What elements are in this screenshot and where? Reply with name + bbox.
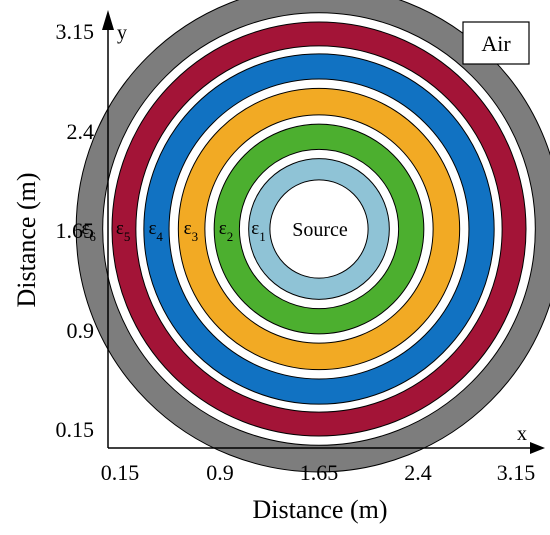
eps-label-3: ε3 [184,218,198,244]
source-label: Source [292,219,348,241]
x-tick-label: 0.9 [206,460,234,485]
permittivity-labels: ε1 ε2 ε3 ε4 ε5 ε6 [81,218,265,244]
y-tick-label: 1.65 [56,218,95,243]
x-axis-arrowhead [530,442,545,454]
rings-layer [75,0,550,473]
y-ticks: 3.15 2.4 1.65 0.9 0.15 [56,19,95,442]
ring-eps-3 [177,87,461,371]
ring-eps-5 [111,21,527,437]
y-tick-label: 2.4 [67,119,95,144]
x-axis-letter: x [517,423,527,445]
ring-eps-2 [213,123,425,335]
eps-label-2: ε2 [219,218,233,244]
ring-eps-1 [248,158,390,300]
medium-label: Air [481,31,511,56]
axes: y x [102,10,545,454]
x-tick-label: 1.65 [300,460,339,485]
y-axis-letter: y [117,22,127,44]
medium-legend-frame [462,21,530,65]
y-axis-arrowhead [102,10,114,30]
x-tick-label: 3.15 [497,460,536,485]
x-tick-label: 2.4 [404,460,432,485]
eps-label-4: ε4 [148,218,163,244]
y-tick-label: 3.15 [56,19,95,44]
ring-eps-4 [143,53,495,405]
x-ticks: 0.15 0.9 1.65 2.4 3.15 [101,460,536,485]
ring-eps-6 [75,0,550,473]
x-axis-title: Distance (m) [252,495,387,524]
medium-legend-box: Air [462,21,530,65]
y-axis-title: Distance (m) [12,172,41,307]
x-tick-label: 0.15 [101,460,140,485]
eps-label-1: ε1 [251,218,265,244]
y-tick-label: 0.15 [56,417,95,442]
eps-label-6: ε6 [81,218,96,244]
y-tick-label: 0.9 [67,318,95,343]
eps-label-5: ε5 [116,218,130,244]
